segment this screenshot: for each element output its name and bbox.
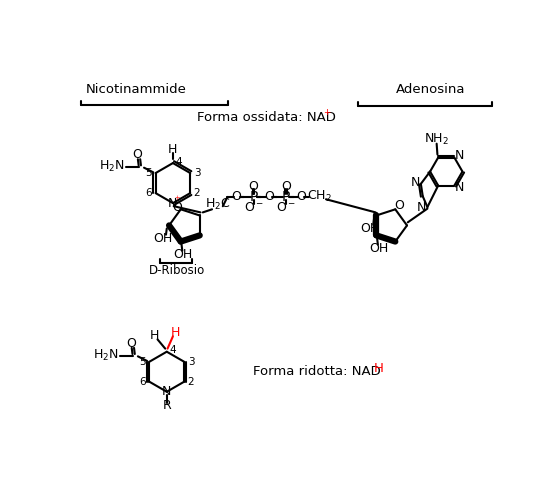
Text: OH: OH <box>174 248 192 261</box>
Text: 4: 4 <box>176 157 182 167</box>
Text: H: H <box>168 144 178 157</box>
Text: 6: 6 <box>139 377 146 387</box>
Text: N: N <box>455 150 465 163</box>
Text: H: H <box>170 326 180 339</box>
Text: CH$_2$: CH$_2$ <box>307 190 332 205</box>
Text: 6: 6 <box>145 188 152 198</box>
Text: 3: 3 <box>187 357 194 367</box>
Text: O: O <box>132 148 142 161</box>
Text: Nicotinammide: Nicotinammide <box>86 83 186 96</box>
Text: 2: 2 <box>187 377 194 387</box>
Text: N: N <box>416 201 426 214</box>
Text: Adenosina: Adenosina <box>396 83 466 96</box>
Text: OH: OH <box>153 232 173 245</box>
Text: O: O <box>296 191 306 204</box>
Text: 3: 3 <box>194 168 201 178</box>
Text: OH: OH <box>360 222 379 235</box>
Text: N: N <box>168 197 178 210</box>
Text: H: H <box>150 329 159 342</box>
Text: Forma ossidata: NAD: Forma ossidata: NAD <box>197 111 336 124</box>
Text: 4: 4 <box>170 345 176 355</box>
Text: R: R <box>163 399 171 412</box>
Text: O$^-$: O$^-$ <box>243 201 264 214</box>
Text: D-Ribosio: D-Ribosio <box>149 264 205 277</box>
Text: N: N <box>162 385 171 398</box>
Text: NH$_2$: NH$_2$ <box>424 132 449 147</box>
Text: O: O <box>249 180 259 193</box>
Text: OH: OH <box>369 242 388 255</box>
Text: 5: 5 <box>145 168 152 178</box>
Text: O: O <box>281 180 291 193</box>
Text: H$_2$N: H$_2$N <box>93 348 119 363</box>
Text: P: P <box>249 190 258 204</box>
Text: $^+$: $^+$ <box>173 195 181 205</box>
Text: H: H <box>374 362 383 375</box>
Text: Forma ridotta: NAD: Forma ridotta: NAD <box>253 365 381 378</box>
Text: O: O <box>264 191 274 204</box>
Text: H$_2$C: H$_2$C <box>205 197 231 212</box>
Text: 2: 2 <box>193 188 200 198</box>
Text: N: N <box>411 176 420 189</box>
Text: N: N <box>455 181 465 194</box>
Text: H$_2$N: H$_2$N <box>99 159 125 175</box>
Text: O: O <box>126 337 136 350</box>
Text: $^+$: $^+$ <box>322 109 332 122</box>
Text: O: O <box>394 199 404 212</box>
Text: O$^-$: O$^-$ <box>276 201 296 214</box>
Text: P: P <box>282 190 290 204</box>
Text: O: O <box>172 201 182 214</box>
Text: O: O <box>232 191 242 204</box>
Text: 5: 5 <box>139 357 146 367</box>
